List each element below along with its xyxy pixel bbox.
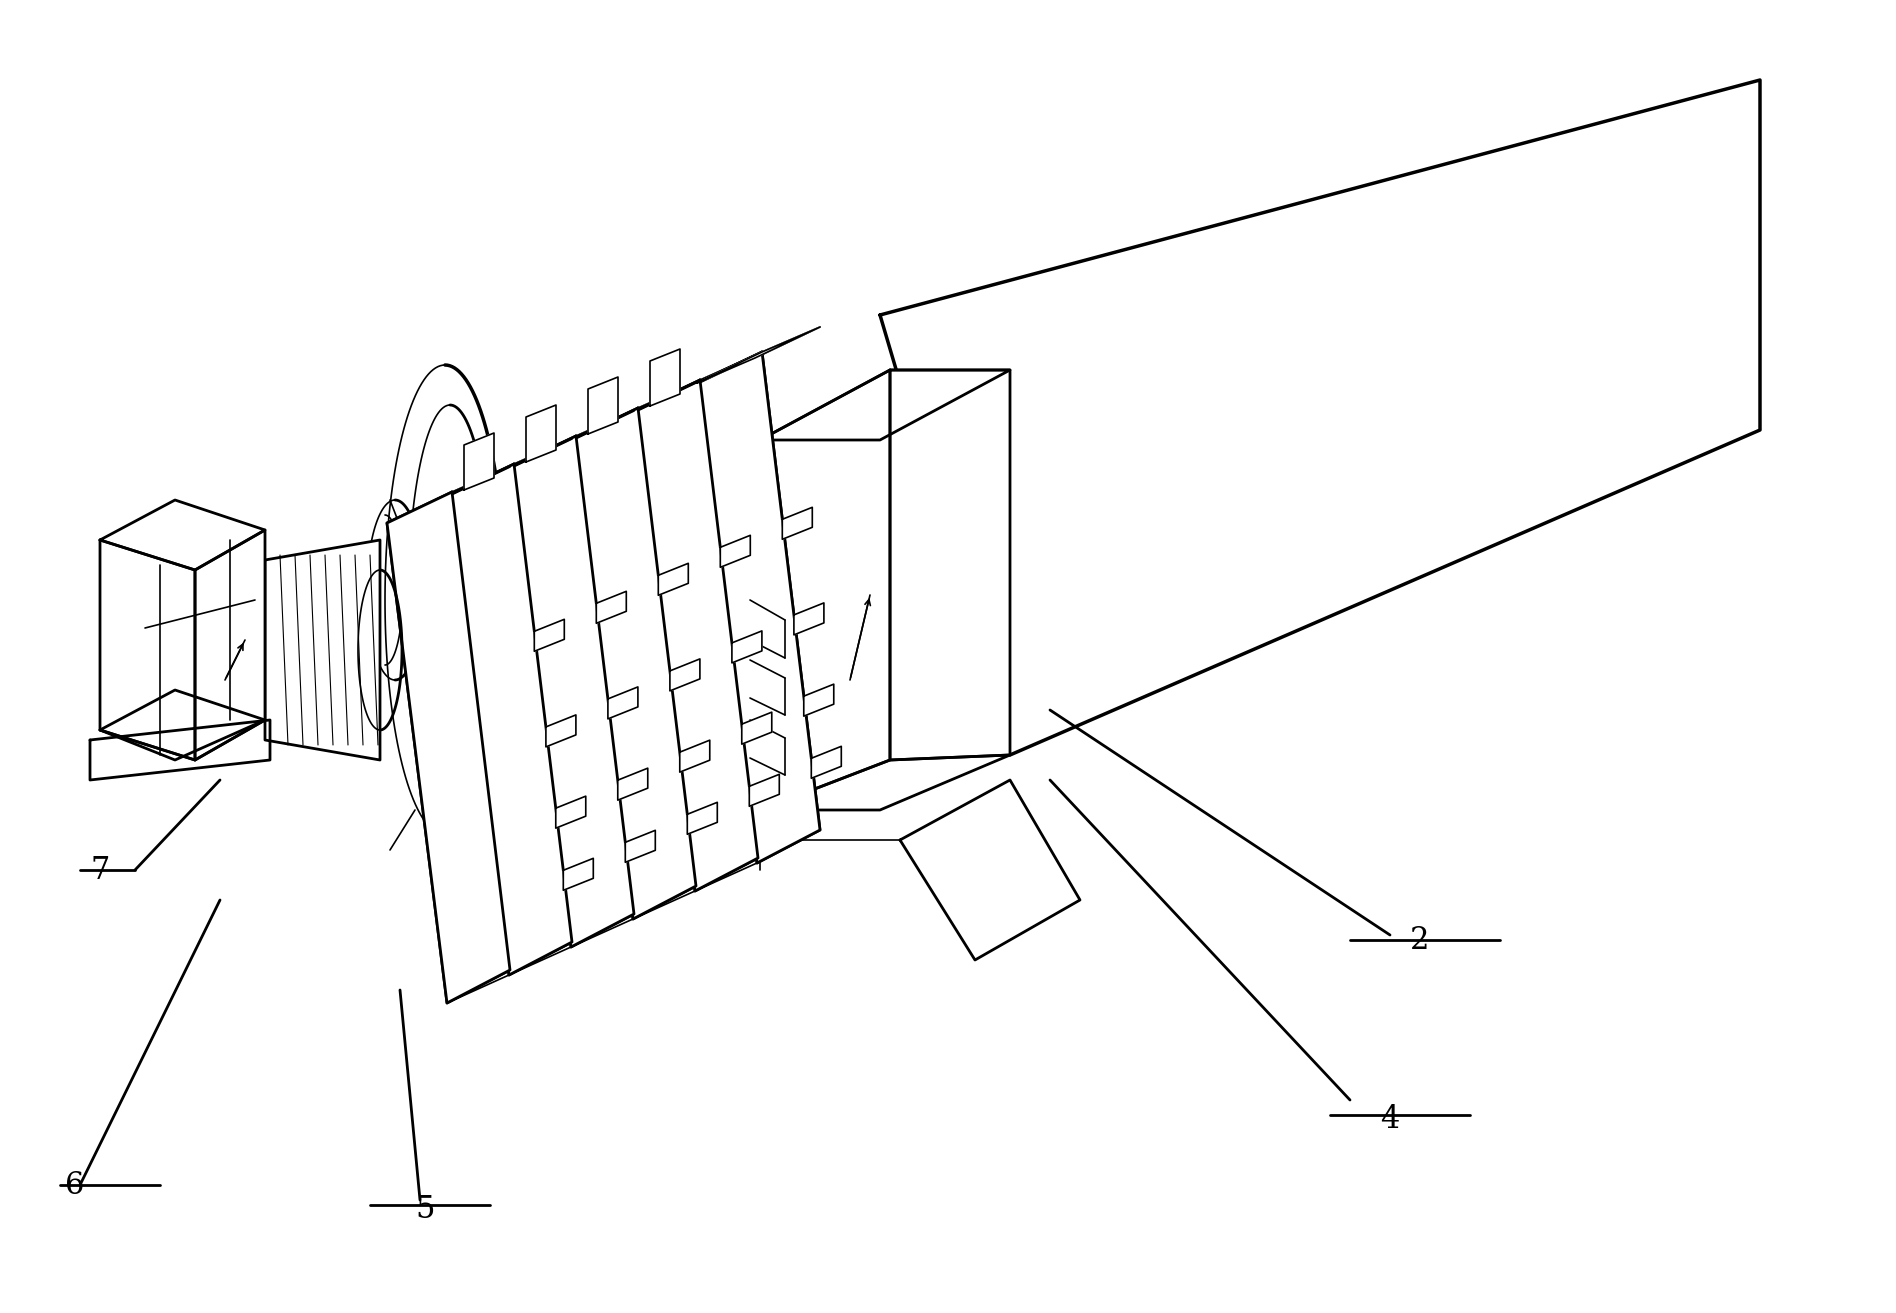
Polygon shape (573, 408, 696, 919)
Polygon shape (195, 530, 265, 760)
Polygon shape (100, 500, 265, 570)
Text: 6: 6 (64, 1170, 85, 1200)
Polygon shape (597, 591, 626, 624)
Text: 4: 4 (1380, 1104, 1399, 1136)
Polygon shape (686, 802, 717, 834)
Polygon shape (525, 404, 556, 462)
Polygon shape (804, 684, 834, 716)
Polygon shape (635, 355, 758, 411)
Polygon shape (626, 830, 656, 863)
Polygon shape (794, 603, 825, 635)
Polygon shape (100, 691, 265, 760)
Polygon shape (635, 379, 758, 892)
Polygon shape (635, 379, 758, 892)
Polygon shape (749, 775, 779, 806)
Polygon shape (563, 859, 593, 890)
Polygon shape (512, 411, 633, 467)
Polygon shape (535, 620, 565, 651)
Polygon shape (449, 463, 573, 976)
Polygon shape (546, 714, 576, 747)
Polygon shape (650, 349, 681, 406)
Polygon shape (889, 370, 1011, 760)
Polygon shape (658, 563, 688, 595)
Text: 2: 2 (1411, 924, 1430, 956)
Polygon shape (760, 370, 889, 810)
Polygon shape (89, 720, 269, 780)
Polygon shape (732, 632, 762, 663)
Polygon shape (811, 746, 842, 779)
Polygon shape (449, 463, 573, 976)
Polygon shape (387, 492, 510, 1003)
Polygon shape (556, 796, 586, 829)
Polygon shape (698, 352, 819, 863)
Polygon shape (669, 659, 700, 691)
Polygon shape (573, 383, 696, 439)
Polygon shape (512, 436, 633, 947)
Text: 7: 7 (91, 855, 110, 885)
Polygon shape (698, 327, 819, 383)
Polygon shape (573, 408, 696, 919)
Polygon shape (698, 327, 819, 383)
Polygon shape (609, 687, 637, 720)
Polygon shape (387, 492, 510, 1003)
Polygon shape (880, 80, 1759, 755)
Polygon shape (720, 536, 751, 567)
Polygon shape (760, 370, 1011, 440)
Polygon shape (760, 755, 1011, 810)
Polygon shape (465, 433, 495, 490)
Polygon shape (901, 780, 1081, 960)
Polygon shape (512, 436, 633, 947)
Text: 5: 5 (415, 1195, 434, 1225)
Polygon shape (618, 768, 648, 800)
Polygon shape (387, 467, 510, 523)
Polygon shape (588, 377, 618, 435)
Polygon shape (783, 507, 811, 540)
Polygon shape (681, 741, 709, 772)
Polygon shape (741, 712, 772, 744)
Polygon shape (698, 352, 819, 863)
Polygon shape (100, 540, 195, 760)
Polygon shape (449, 439, 573, 495)
Polygon shape (265, 540, 379, 760)
